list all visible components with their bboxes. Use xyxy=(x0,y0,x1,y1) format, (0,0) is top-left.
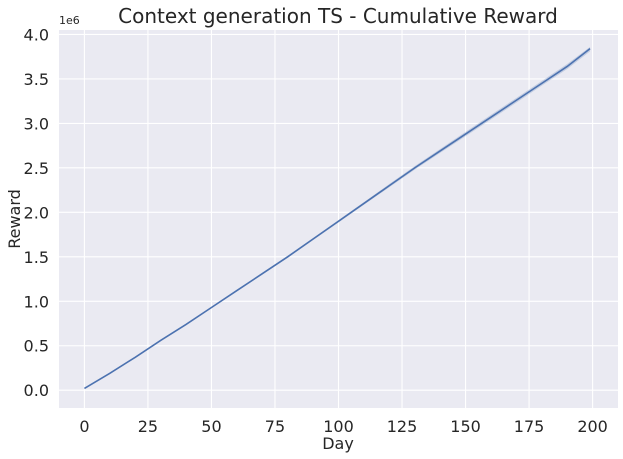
chart-title: Context generation TS - Cumulative Rewar… xyxy=(118,4,558,28)
x-tick-label: 175 xyxy=(514,417,545,436)
y-offset-label: 1e6 xyxy=(59,14,80,27)
y-tick-labels: 0.0 0.5 1.0 1.5 2.0 2.5 3.0 3.5 4.0 xyxy=(24,25,49,400)
y-tick-label: 0.0 xyxy=(24,381,49,400)
x-tick-label: 50 xyxy=(201,417,221,436)
y-tick-label: 1.5 xyxy=(24,248,49,267)
grid-x xyxy=(83,30,594,408)
y-tick-label: 0.5 xyxy=(24,337,49,356)
x-tick-label: 150 xyxy=(450,417,481,436)
y-axis-label: Reward xyxy=(5,189,24,249)
x-tick-label: 0 xyxy=(79,417,89,436)
x-tick-labels: 0 25 50 75 100 125 150 175 200 xyxy=(79,417,608,436)
y-tick-label: 2.0 xyxy=(24,203,49,222)
x-tick-label: 200 xyxy=(577,417,608,436)
series-layer xyxy=(84,46,591,390)
series-line xyxy=(84,48,591,390)
y-tick-label: 2.5 xyxy=(24,159,49,178)
y-tick-label: 1.0 xyxy=(24,292,49,311)
y-tick-label: 4.0 xyxy=(24,25,49,44)
x-tick-label: 75 xyxy=(265,417,285,436)
x-tick-label: 100 xyxy=(323,417,354,436)
y-tick-label: 3.5 xyxy=(24,70,49,89)
x-axis-label: Day xyxy=(322,434,354,453)
x-tick-label: 125 xyxy=(387,417,418,436)
x-tick-label: 25 xyxy=(138,417,158,436)
y-tick-label: 3.0 xyxy=(24,114,49,133)
